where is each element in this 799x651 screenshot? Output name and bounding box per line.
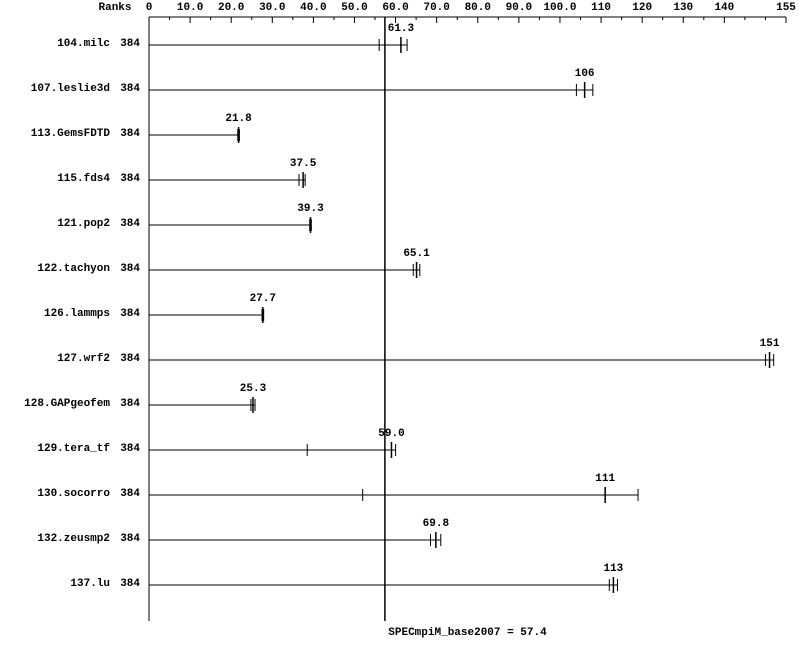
axis-tick-label: 30.0 bbox=[259, 2, 285, 14]
benchmark-ranks: 384 bbox=[120, 398, 140, 410]
benchmark-value-label: 151 bbox=[760, 338, 780, 350]
benchmark-value-label: 27.7 bbox=[250, 293, 276, 305]
axis-tick-label: 110 bbox=[591, 2, 611, 14]
benchmark-name: 115.fds4 bbox=[57, 173, 110, 185]
benchmark-name: 113.GemsFDTD bbox=[31, 128, 110, 140]
benchmark-name: 127.wrf2 bbox=[57, 353, 110, 365]
benchmark-ranks: 384 bbox=[120, 173, 140, 185]
benchmark-value-label: 59.0 bbox=[378, 428, 404, 440]
benchmark-ranks: 384 bbox=[120, 443, 140, 455]
benchmark-ranks: 384 bbox=[120, 488, 140, 500]
benchmark-name: 137.lu bbox=[70, 578, 110, 590]
benchmark-ranks: 384 bbox=[120, 83, 140, 95]
axis-tick-label: 80.0 bbox=[465, 2, 491, 14]
axis-tick-label: 90.0 bbox=[506, 2, 532, 14]
ranks-header: Ranks bbox=[98, 2, 131, 14]
axis-tick-label: 120 bbox=[632, 2, 652, 14]
benchmark-ranks: 384 bbox=[120, 263, 140, 275]
benchmark-name: 121.pop2 bbox=[57, 218, 110, 230]
axis-tick-label: 50.0 bbox=[341, 2, 367, 14]
axis-tick-label: 70.0 bbox=[423, 2, 449, 14]
footer-label: SPECmpiM_base2007 = 57.4 bbox=[388, 627, 546, 639]
benchmark-value-label: 65.1 bbox=[403, 248, 429, 260]
benchmark-name: 126.lammps bbox=[44, 308, 110, 320]
benchmark-name: 130.socorro bbox=[37, 488, 110, 500]
axis-tick-label: 20.0 bbox=[218, 2, 244, 14]
benchmark-value-label: 39.3 bbox=[297, 203, 323, 215]
benchmark-name: 107.leslie3d bbox=[31, 83, 110, 95]
benchmark-value-label: 61.3 bbox=[388, 23, 414, 35]
benchmark-value-label: 106 bbox=[575, 68, 595, 80]
benchmark-ranks: 384 bbox=[120, 533, 140, 545]
axis-tick-label: 140 bbox=[714, 2, 734, 14]
benchmark-name: 129.tera_tf bbox=[37, 443, 110, 455]
axis-tick-label: 60.0 bbox=[382, 2, 408, 14]
axis-tick-label: 40.0 bbox=[300, 2, 326, 14]
axis-tick-label: 155 bbox=[776, 2, 796, 14]
benchmark-name: 128.GAPgeofem bbox=[24, 398, 110, 410]
spec-benchmark-chart: 0 10.0 20.0 30.0 40.0 50.0 60.0 70.0 80.0 90.0 100… bbox=[0, 0, 799, 651]
benchmark-value-label: 21.8 bbox=[225, 113, 251, 125]
benchmark-name: 104.milc bbox=[57, 38, 110, 50]
benchmark-ranks: 384 bbox=[120, 578, 140, 590]
benchmark-ranks: 384 bbox=[120, 218, 140, 230]
benchmark-value-label: 37.5 bbox=[290, 158, 316, 170]
axis-tick-label: 0 bbox=[146, 2, 153, 14]
chart-svg bbox=[0, 0, 799, 651]
benchmark-value-label: 69.8 bbox=[423, 518, 449, 530]
axis-tick-label: 10.0 bbox=[177, 2, 203, 14]
benchmark-name: 122.tachyon bbox=[37, 263, 110, 275]
axis-tick-label: 130 bbox=[673, 2, 693, 14]
benchmark-value-label: 113 bbox=[603, 563, 623, 575]
benchmark-ranks: 384 bbox=[120, 308, 140, 320]
benchmark-ranks: 384 bbox=[120, 128, 140, 140]
benchmark-value-label: 25.3 bbox=[240, 383, 266, 395]
benchmark-name: 132.zeusmp2 bbox=[37, 533, 110, 545]
axis-tick-label: 100.0 bbox=[543, 2, 576, 14]
benchmark-value-label: 111 bbox=[595, 473, 615, 485]
benchmark-ranks: 384 bbox=[120, 353, 140, 365]
benchmark-ranks: 384 bbox=[120, 38, 140, 50]
